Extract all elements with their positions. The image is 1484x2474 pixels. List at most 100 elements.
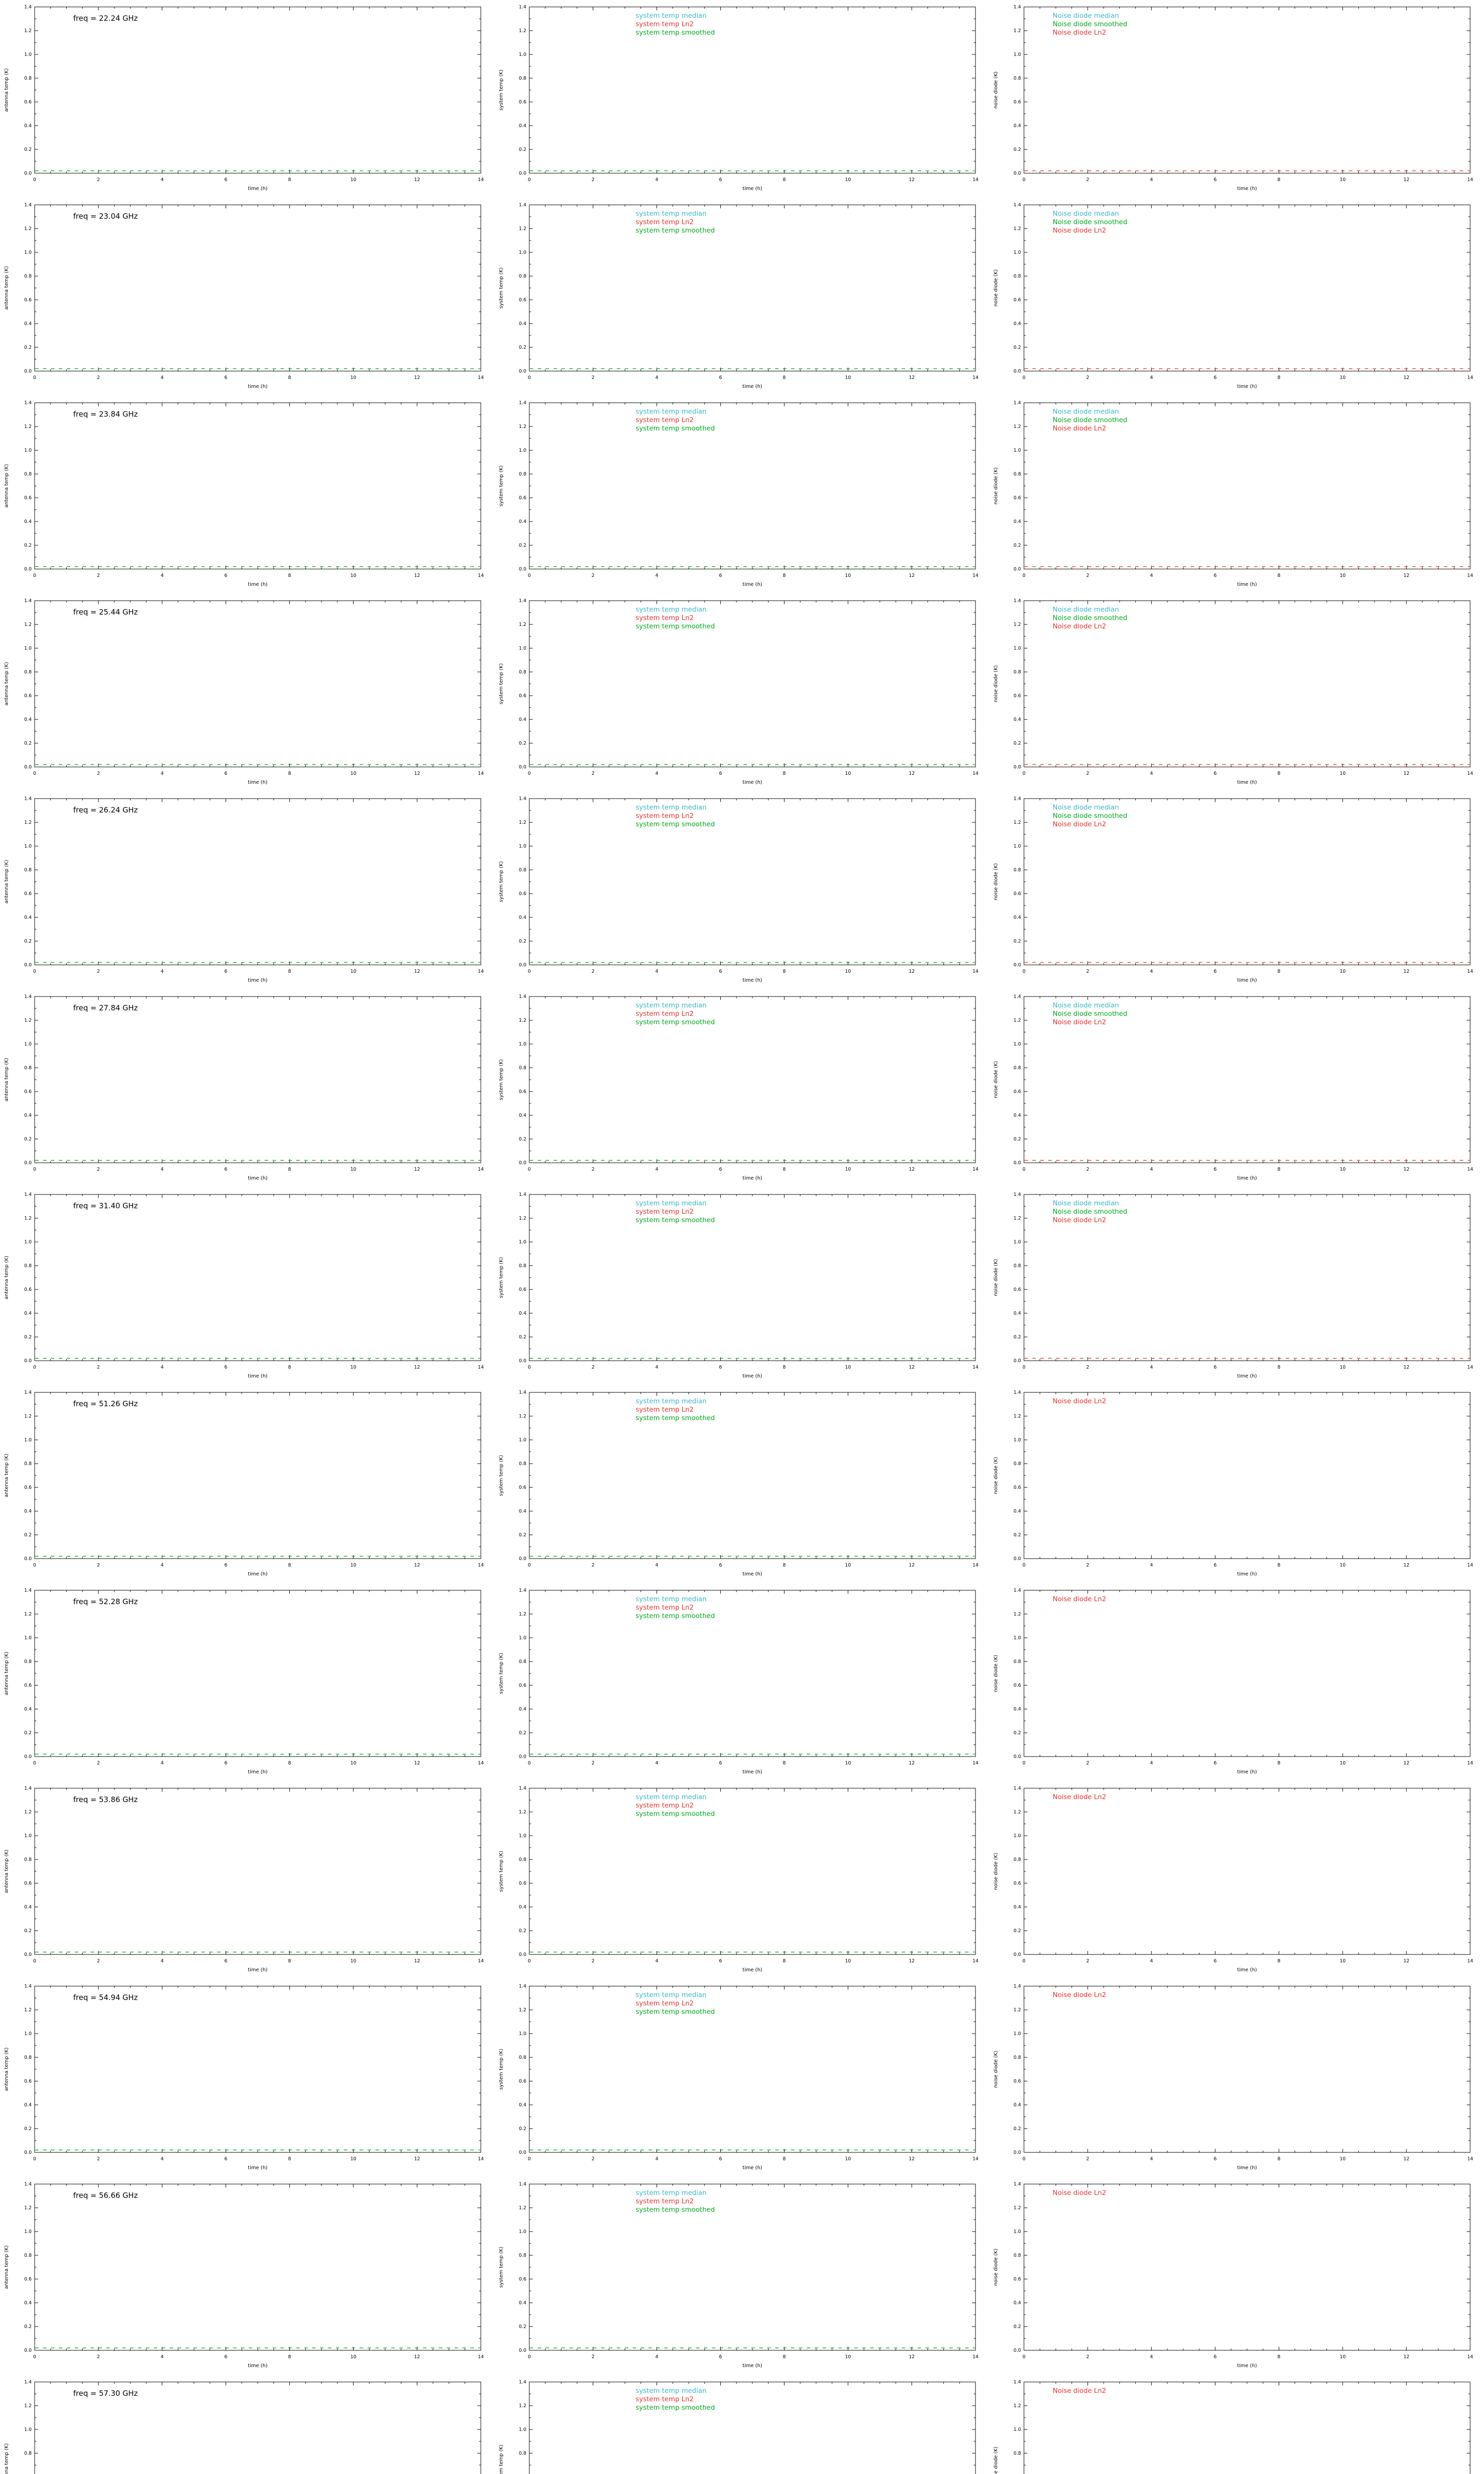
y-tick-label: 0.4	[1014, 2300, 1021, 2306]
x-tick-label: 12	[909, 1563, 915, 1568]
plot-frame	[529, 402, 976, 570]
x-tick-label: 14	[973, 573, 978, 578]
y-tick-label: 1.4	[519, 202, 526, 208]
x-tick-label: 0	[1022, 1563, 1025, 1568]
y-tick-label: 0.6	[519, 1287, 526, 1292]
y-tick-label: 0.6	[519, 891, 526, 897]
x-axis-label: time (h)	[248, 1571, 268, 1577]
legend-entry: system temp Ln2	[636, 1406, 694, 1414]
y-tick-label: 0.6	[1014, 1485, 1021, 1490]
y-tick-label: 0.6	[24, 495, 32, 501]
y-tick-label: 0.0	[24, 1160, 32, 1166]
x-tick-label: 6	[225, 1563, 228, 1568]
legend-entry: system temp smoothed	[636, 1414, 715, 1422]
legend-entry: system temp Ln2	[636, 2197, 694, 2205]
plot-frame	[529, 1986, 976, 2153]
x-tick-label: 0	[33, 375, 36, 381]
y-tick-label: 0.6	[519, 2079, 526, 2084]
x-tick-label: 4	[655, 1365, 658, 1370]
x-tick-label: 10	[350, 177, 356, 183]
y-tick-label: 1.4	[24, 202, 32, 208]
y-tick-label: 0.6	[1014, 99, 1021, 105]
y-tick-label: 0.8	[519, 1857, 526, 1862]
x-tick-label: 2	[1086, 177, 1089, 183]
x-tick-label: 12	[414, 1760, 420, 1766]
y-tick-label: 0.6	[519, 1881, 526, 1886]
y-tick-label: 1.4	[1014, 1786, 1021, 1791]
legend-entry: system temp median	[636, 1397, 706, 1405]
plot-frame	[529, 204, 976, 372]
legend-entry: system temp median	[636, 2189, 706, 2197]
y-tick-label: 0.8	[519, 472, 526, 477]
legend-entry: Noise diode median	[1053, 606, 1119, 614]
panel-r8c2: 0 2 4 6 8 10 12 14 0.0 0.2 0.4 0.6 0.8 1.0 1.2 1.4 time …	[495, 1385, 989, 1583]
plot-frame	[529, 798, 976, 965]
x-tick-label: 12	[414, 1167, 420, 1172]
x-tick-label: 14	[973, 375, 978, 381]
x-tick-label: 4	[655, 1958, 658, 1964]
x-tick-label: 6	[1214, 573, 1217, 578]
y-tick-label: 1.2	[1014, 1216, 1021, 1221]
y-tick-label: 1.0	[1014, 52, 1021, 57]
panel-r11c3: 0 2 4 6 8 10 12 14 0.0 0.2 0.4 0.6 0.8 1.0 1.2 1.4 time …	[989, 1979, 1484, 2177]
x-tick-label: 12	[909, 969, 915, 974]
y-tick-label: 1.4	[1014, 994, 1021, 999]
x-tick-label: 0	[33, 771, 36, 776]
x-tick-label: 6	[225, 969, 228, 974]
x-axis-label: time (h)	[248, 780, 268, 785]
panel-r12c1: 0 2 4 6 8 10 12 14 0.0 0.2 0.4 0.6 0.8 1.0 1.2 1.4 time …	[0, 2177, 495, 2375]
x-tick-label: 2	[97, 1563, 100, 1568]
legend-entry: Noise diode smoothed	[1053, 1208, 1127, 1216]
x-tick-label: 8	[1277, 1958, 1280, 1964]
panel-r4c2: 0 2 4 6 8 10 12 14 0.0 0.2 0.4 0.6 0.8 1.0 1.2 1.4 time …	[495, 594, 989, 792]
y-tick-label: 1.4	[519, 400, 526, 406]
y-tick-label: 0.6	[24, 693, 32, 699]
x-tick-label: 4	[1150, 375, 1153, 381]
x-axis-label: time (h)	[1237, 2165, 1257, 2171]
legend-entry: system temp smoothed	[636, 622, 715, 630]
plot-frame	[1023, 2184, 1471, 2351]
axis-ticks	[529, 1986, 976, 2153]
y-axis-label: noise diode (K)	[993, 2050, 999, 2088]
x-tick-label: 12	[1403, 2354, 1409, 2360]
x-tick-label: 14	[1467, 969, 1473, 974]
axis-ticks	[34, 6, 481, 174]
panel-r8c1: 0 2 4 6 8 10 12 14 0.0 0.2 0.4 0.6 0.8 1.0 1.2 1.4 time …	[0, 1385, 495, 1583]
x-tick-label: 10	[845, 1365, 851, 1370]
plot-frame	[1023, 2381, 1471, 2474]
x-axis-label: time (h)	[742, 1769, 762, 1775]
panel-r2c3: 0 2 4 6 8 10 12 14 0.0 0.2 0.4 0.6 0.8 1.0 1.2 1.4 time …	[989, 198, 1484, 396]
x-tick-label: 6	[1214, 177, 1217, 183]
y-tick-label: 0.0	[24, 567, 32, 572]
legend-entry: Noise diode Ln2	[1053, 1595, 1106, 1603]
panel-r7c2: 0 2 4 6 8 10 12 14 0.0 0.2 0.4 0.6 0.8 1.0 1.2 1.4 time …	[495, 1188, 989, 1385]
x-axis-label: time (h)	[742, 2363, 762, 2369]
legend-entry: system temp median	[636, 804, 706, 811]
x-tick-label: 2	[97, 2156, 100, 2162]
y-tick-label: 1.4	[24, 2182, 32, 2187]
y-tick-label: 1.0	[519, 1239, 526, 1245]
y-tick-label: 1.0	[1014, 1239, 1021, 1245]
y-axis-label: system temp (K)	[499, 1059, 504, 1100]
x-tick-label: 10	[845, 771, 851, 776]
x-tick-label: 2	[97, 375, 100, 381]
panel-r7c3: 0 2 4 6 8 10 12 14 0.0 0.2 0.4 0.6 0.8 1.0 1.2 1.4 time …	[989, 1188, 1484, 1385]
y-axis-label: antenna temp (K)	[4, 2047, 9, 2091]
x-tick-label: 6	[1214, 1760, 1217, 1766]
x-axis-label: time (h)	[742, 384, 762, 389]
x-axis-label: time (h)	[1237, 186, 1257, 191]
x-axis-label: time (h)	[1237, 582, 1257, 587]
y-tick-label: 1.0	[519, 448, 526, 453]
y-tick-label: 0.6	[24, 1485, 32, 1490]
y-tick-label: 0.2	[519, 2324, 526, 2330]
y-tick-label: 1.0	[519, 1833, 526, 1839]
x-tick-label: 4	[1150, 1365, 1153, 1370]
panel-r2c2: 0 2 4 6 8 10 12 14 0.0 0.2 0.4 0.6 0.8 1.0 1.2 1.4 time …	[495, 198, 989, 396]
y-axis-label: antenna temp (K)	[4, 860, 9, 904]
x-tick-label: 8	[1277, 177, 1280, 183]
x-axis-label: time (h)	[248, 1374, 268, 1379]
x-tick-label: 10	[350, 2354, 356, 2360]
x-tick-label: 14	[478, 1760, 484, 1766]
x-tick-label: 2	[592, 1167, 595, 1172]
y-tick-label: 0.2	[1014, 1730, 1021, 1736]
